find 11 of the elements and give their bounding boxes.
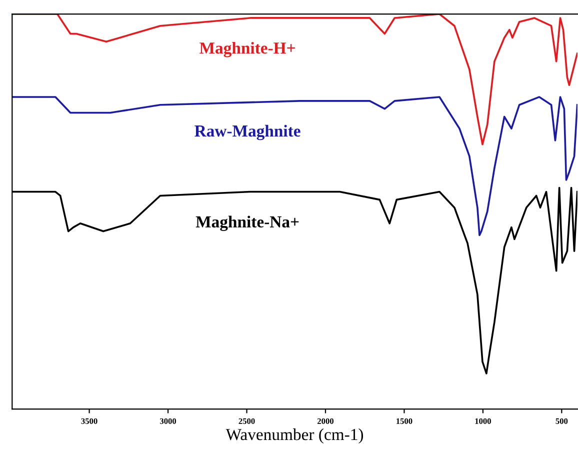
x-tick-label: 2000 [318, 418, 334, 424]
x-tick-label: 3500 [81, 418, 98, 424]
x-tick-label: 1500 [396, 418, 412, 424]
series-label: Maghnite-H+ [200, 42, 295, 58]
x-tick-label: 2500 [238, 418, 255, 424]
x-tick-label: 500 [556, 418, 568, 424]
x-tick-label: 1000 [475, 418, 491, 424]
series-label: Raw-Maghnite [194, 124, 300, 140]
series-label: Maghnite-Na+ [196, 216, 299, 232]
x-tick-label: 3000 [160, 418, 176, 424]
x-axis-title: Wavenumber (cm-1) [226, 428, 364, 444]
